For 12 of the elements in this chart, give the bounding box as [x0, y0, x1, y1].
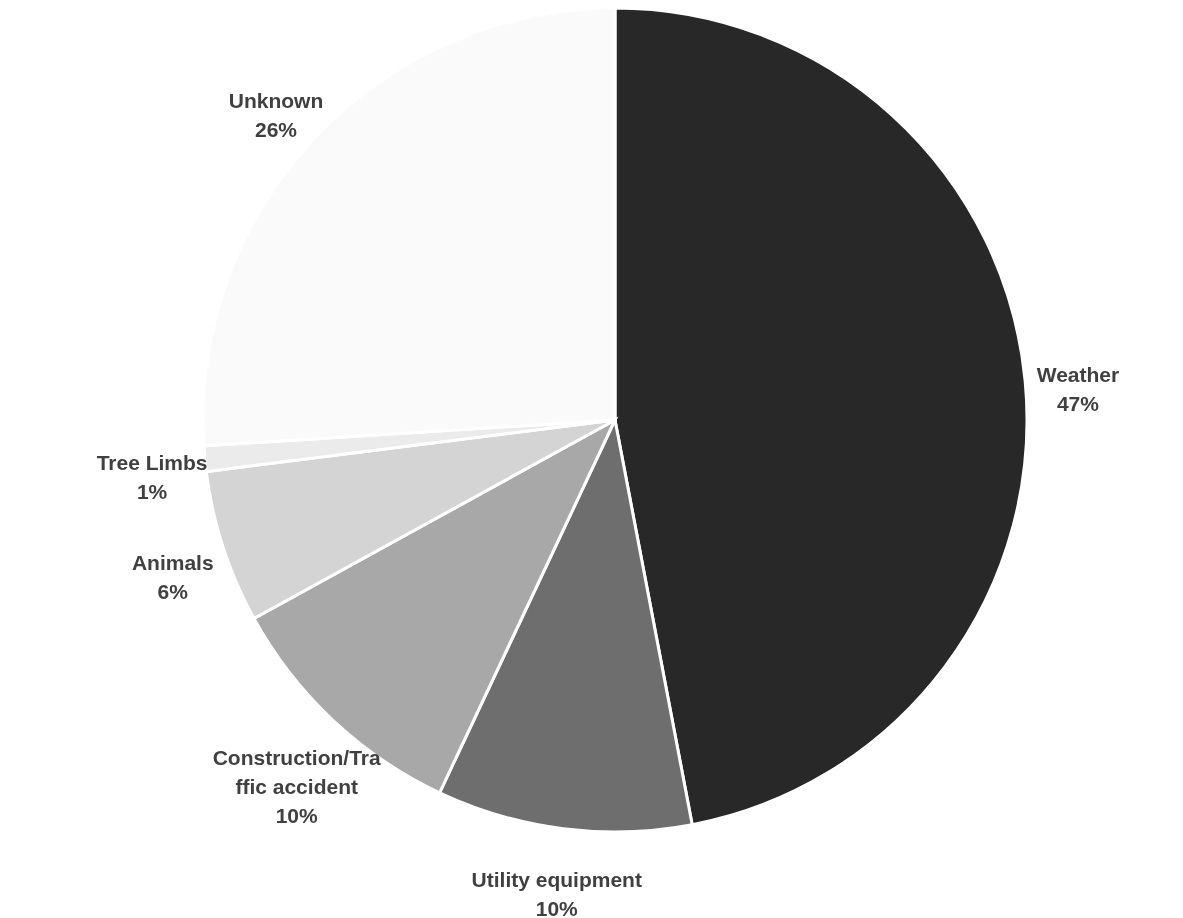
data-label: 10% [535, 897, 579, 918]
data-label: 6% [157, 579, 189, 603]
data-label: 26% [255, 117, 298, 141]
data-label: 47% [1056, 392, 1100, 416]
slice-label: Construction/Traffic accident [212, 745, 382, 798]
slice-label: Tree Limbs [96, 450, 208, 474]
slice-label: Unknown [228, 88, 324, 112]
slice-label: Weather [1036, 363, 1120, 387]
slice-label: Animals [131, 550, 214, 574]
slice-label: Utility equipment [471, 868, 642, 892]
data-label: 10% [275, 803, 319, 827]
data-label: 1% [136, 479, 168, 503]
